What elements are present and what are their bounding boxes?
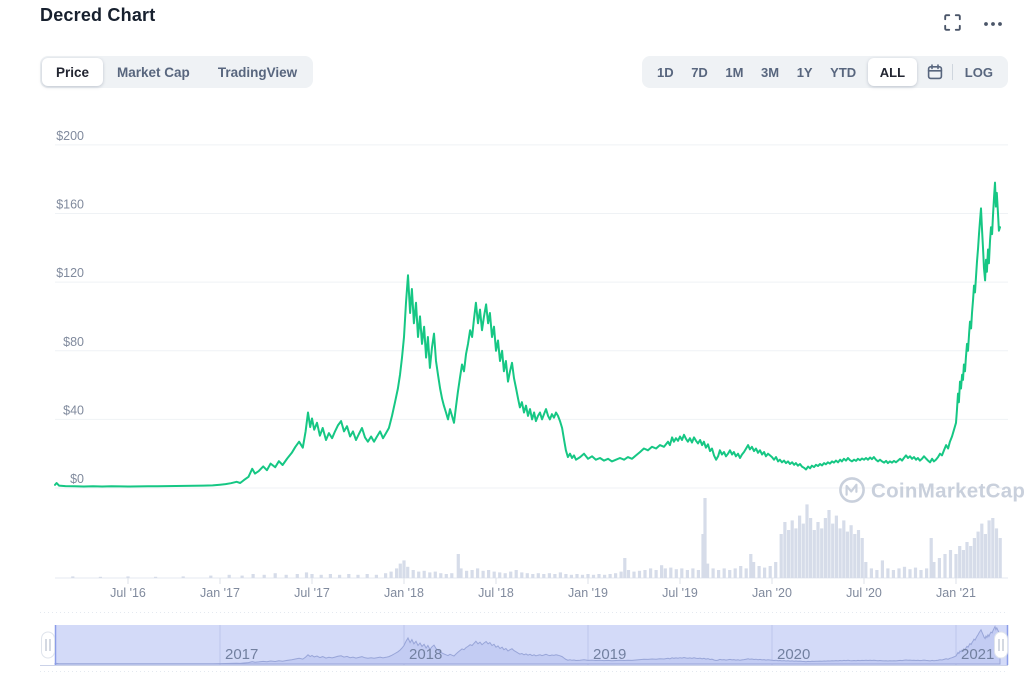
- range-1d[interactable]: 1D: [651, 58, 680, 86]
- svg-text:Jan '19: Jan '19: [568, 586, 608, 600]
- time-range-controls: 1D 7D 1M 3M 1Y YTD ALL LOG: [642, 56, 1008, 88]
- svg-text:2017: 2017: [225, 646, 258, 663]
- svg-text:$80: $80: [63, 335, 84, 349]
- svg-text:Jan '20: Jan '20: [752, 586, 792, 600]
- svg-text:2018: 2018: [409, 646, 442, 663]
- navigator[interactable]: 2017 2018 2019 2020 2021: [40, 625, 1009, 666]
- range-ytd[interactable]: YTD: [824, 58, 862, 86]
- chart-type-tabs: Price Market Cap TradingView: [40, 56, 314, 88]
- chart-header: Decred Chart: [0, 0, 1024, 44]
- y-axis: $0 $40 $80 $120 $160 $200: [55, 129, 1008, 489]
- page-title: Decred Chart: [40, 5, 156, 25]
- svg-text:Jan '17: Jan '17: [200, 586, 240, 600]
- navigator-mini-chart: [54, 625, 1001, 665]
- price-line: [54, 181, 1001, 488]
- tab-tradingview[interactable]: TradingView: [204, 58, 311, 86]
- svg-text:2020: 2020: [777, 646, 810, 663]
- more-options-button[interactable]: [980, 10, 1006, 34]
- volume-bars: [71, 498, 1002, 578]
- ellipsis-icon: [984, 22, 1002, 26]
- range-3m[interactable]: 3M: [755, 58, 785, 86]
- range-all[interactable]: ALL: [867, 58, 918, 86]
- navigator-handle-right[interactable]: [994, 631, 1008, 659]
- coinmarketcap-watermark: CoinMarketCap: [839, 477, 1024, 503]
- fullscreen-button[interactable]: [941, 11, 964, 34]
- svg-text:$120: $120: [56, 266, 84, 280]
- calendar-icon: [927, 64, 942, 80]
- svg-text:CoinMarketCap: CoinMarketCap: [871, 480, 1024, 503]
- range-1y[interactable]: 1Y: [791, 58, 819, 86]
- svg-text:$40: $40: [63, 403, 84, 417]
- svg-text:Jul '19: Jul '19: [662, 586, 698, 600]
- chart-toolbar: Price Market Cap TradingView 1D 7D 1M 3M…: [40, 56, 1008, 88]
- navigator-handle-left[interactable]: [41, 631, 55, 659]
- svg-text:Jul '16: Jul '16: [110, 586, 146, 600]
- fullscreen-icon: [944, 13, 961, 31]
- range-1m[interactable]: 1M: [719, 58, 749, 86]
- svg-text:Jul '20: Jul '20: [846, 586, 882, 600]
- header-icons: [941, 10, 1006, 34]
- svg-text:Jul '18: Jul '18: [478, 586, 514, 600]
- svg-text:$200: $200: [56, 129, 84, 143]
- log-scale-toggle[interactable]: LOG: [959, 58, 999, 86]
- svg-text:2021: 2021: [961, 646, 994, 663]
- svg-text:2019: 2019: [593, 646, 626, 663]
- svg-text:Jan '21: Jan '21: [936, 586, 976, 600]
- svg-text:$0: $0: [70, 472, 84, 486]
- range-7d[interactable]: 7D: [685, 58, 714, 86]
- x-axis: Jul '16 Jan '17 Jul '17 Jan '18 Jul '18 Jan '…: [55, 577, 1008, 600]
- tab-price[interactable]: Price: [42, 58, 104, 86]
- date-range-picker-button[interactable]: [923, 60, 947, 84]
- svg-text:Jan '18: Jan '18: [384, 586, 424, 600]
- svg-text:$160: $160: [56, 198, 84, 212]
- tab-market-cap[interactable]: Market Cap: [103, 58, 204, 86]
- svg-text:Jul '17: Jul '17: [294, 586, 330, 600]
- toolbar-divider: [952, 64, 954, 80]
